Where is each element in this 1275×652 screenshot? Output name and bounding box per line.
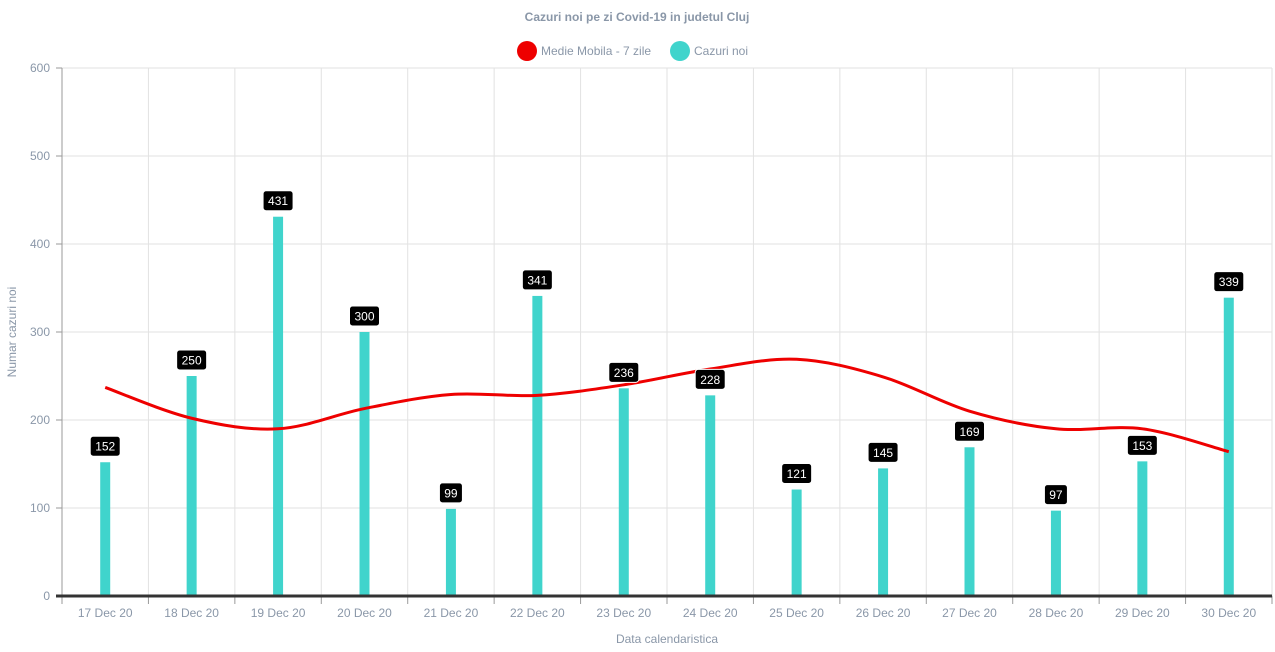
y-tick-label: 100 [30, 501, 50, 515]
data-label-box [1213, 271, 1245, 293]
data-label: 300 [349, 305, 380, 327]
y-tick-label: 0 [43, 589, 50, 603]
legend: Medie Mobila - 7 zile Cazuri noi [517, 41, 748, 61]
data-label-text: 153 [1132, 439, 1152, 453]
data-label: 431 [262, 190, 294, 212]
data-label-box [438, 482, 463, 504]
bar[interactable] [791, 489, 802, 596]
x-axis-ticks: 17 Dec 20 18 Dec 20 19 Dec 20 20 Dec 20 21 D… [61, 596, 1273, 620]
x-tick-label: 21 Dec 20 [424, 606, 479, 620]
x-tick-label: 27 Dec 20 [942, 606, 997, 620]
data-label: 145 [867, 441, 899, 463]
data-label-text: 152 [95, 440, 115, 454]
chart-title: Cazuri noi pe zi Covid-19 in judetul Clu… [525, 10, 750, 24]
data-label-box [262, 190, 294, 212]
gridlines [62, 67, 1273, 596]
data-label-box [349, 305, 380, 327]
x-tick-label: 17 Dec 20 [78, 606, 133, 620]
data-label-box [1043, 484, 1068, 506]
y-tick-label: 600 [30, 61, 50, 75]
data-label-box [89, 435, 121, 457]
line-series-moving-average [104, 357, 1230, 454]
data-label: 97 [1043, 484, 1068, 506]
data-label-text: 250 [182, 354, 202, 368]
x-tick-label: 29 Dec 20 [1115, 606, 1170, 620]
data-label-text: 236 [614, 366, 634, 380]
data-label-text: 341 [527, 273, 547, 287]
data-label-box [608, 361, 640, 383]
y-tick-label: 500 [30, 149, 50, 163]
x-tick-label: 24 Dec 20 [683, 606, 738, 620]
data-label-text: 121 [787, 467, 807, 481]
legend-item-new-cases[interactable]: Cazuri noi [670, 41, 748, 61]
data-label-text: 228 [700, 373, 720, 387]
data-label: 341 [521, 269, 553, 291]
bar[interactable] [964, 447, 975, 596]
data-label-box [694, 368, 726, 390]
bar[interactable] [100, 462, 111, 596]
data-label-box [954, 420, 985, 442]
x-tick-label: 26 Dec 20 [856, 606, 911, 620]
x-tick-label: 20 Dec 20 [337, 606, 392, 620]
bar[interactable] [1223, 297, 1234, 596]
bar[interactable] [878, 468, 889, 596]
data-label: 153 [1126, 434, 1158, 456]
x-tick-label: 25 Dec 20 [769, 606, 824, 620]
y-tick-label: 200 [30, 413, 50, 427]
bar[interactable] [359, 332, 370, 596]
data-label: 99 [438, 482, 463, 504]
data-label-text: 431 [268, 194, 288, 208]
data-label: 169 [954, 420, 985, 442]
y-tick-label: 300 [30, 325, 50, 339]
x-tick-label: 30 Dec 20 [1201, 606, 1256, 620]
y-tick-label: 400 [30, 237, 50, 251]
data-label-box [176, 349, 208, 371]
data-label-text: 300 [354, 310, 374, 324]
x-tick-label: 23 Dec 20 [596, 606, 651, 620]
data-label-text: 145 [873, 446, 893, 460]
x-tick-label: 18 Dec 20 [164, 606, 219, 620]
data-label-box [1126, 434, 1158, 456]
x-axis-label: Data calendaristica [616, 632, 718, 646]
data-labels: 152 250 431 300 99 341 236 228 121 145 169 97 153 339 [89, 190, 1245, 506]
data-label: 152 [89, 435, 121, 457]
legend-item-moving-average[interactable]: Medie Mobila - 7 zile [517, 41, 651, 61]
legend-label-moving-average: Medie Mobila - 7 zile [541, 44, 651, 58]
data-label: 236 [608, 361, 640, 383]
bar[interactable] [618, 388, 629, 596]
bar[interactable] [1137, 461, 1148, 596]
data-label-text: 169 [959, 425, 979, 439]
bar[interactable] [445, 508, 456, 596]
bar[interactable] [1050, 510, 1061, 596]
bar[interactable] [273, 216, 284, 596]
x-tick-label: 28 Dec 20 [1029, 606, 1084, 620]
legend-marker-new-cases [670, 41, 690, 61]
legend-label-new-cases: Cazuri noi [694, 44, 748, 58]
bar[interactable] [532, 295, 543, 596]
data-label-box [781, 463, 813, 485]
data-label: 228 [694, 368, 726, 390]
y-axis-label: Numar cazuri noi [5, 287, 19, 378]
data-label: 250 [176, 349, 208, 371]
y-axis-ticks: 0 100 200 300 400 500 600 [30, 61, 62, 603]
bar-series-new-cases [100, 216, 1234, 596]
x-tick-label: 19 Dec 20 [251, 606, 306, 620]
x-tick-label: 22 Dec 20 [510, 606, 565, 620]
data-label-text: 339 [1219, 275, 1239, 289]
bar[interactable] [705, 395, 716, 596]
data-label: 339 [1213, 271, 1245, 293]
data-label-text: 99 [444, 486, 458, 500]
bar[interactable] [186, 376, 197, 596]
data-label-box [521, 269, 553, 291]
data-label-box [867, 441, 899, 463]
data-label-text: 97 [1049, 488, 1063, 502]
legend-marker-moving-average [517, 41, 537, 61]
data-label: 121 [781, 463, 813, 485]
